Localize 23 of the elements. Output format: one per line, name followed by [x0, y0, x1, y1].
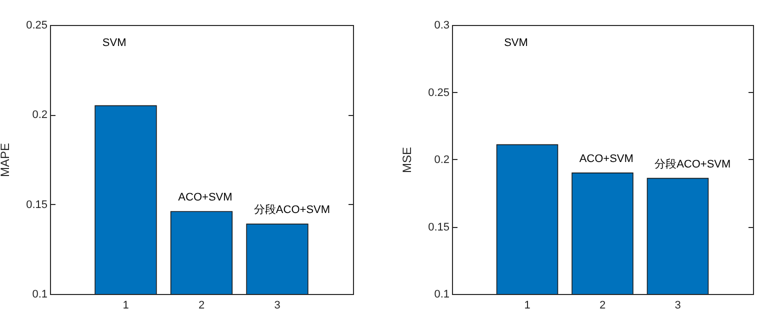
- y-axis-title: MSE: [400, 146, 414, 174]
- x-tick-label: 1: [122, 300, 129, 312]
- y-tick-label: 0.2: [434, 154, 450, 166]
- annotation: ACO+SVM: [579, 152, 634, 165]
- y-tick-label: 0.25: [428, 86, 450, 99]
- y-tick-label: 0.2: [32, 109, 48, 122]
- y-tick-label: 0.1: [32, 288, 48, 300]
- y-tick-label: 0.1: [434, 288, 450, 300]
- y-axis-title: MAPE: [0, 142, 12, 178]
- annotation: ACO+SVM: [178, 192, 232, 204]
- x-tick-label: 2: [198, 300, 205, 312]
- annotation: SVM: [102, 37, 126, 49]
- y-tick-label: 0.15: [26, 198, 48, 211]
- x-tick-label: 3: [674, 300, 681, 312]
- annotation: 分段ACO+SVM: [254, 204, 330, 216]
- annotation: SVM: [504, 37, 528, 49]
- x-tick-label: 2: [599, 300, 606, 312]
- annotation: 分段ACO+SVM: [654, 158, 731, 170]
- y-tick-label: 0.25: [26, 20, 48, 32]
- x-tick-label: 1: [524, 300, 530, 312]
- y-tick-label: 0.15: [428, 221, 450, 234]
- y-tick-label: 0.3: [434, 20, 450, 32]
- x-tick-label: 3: [274, 300, 280, 312]
